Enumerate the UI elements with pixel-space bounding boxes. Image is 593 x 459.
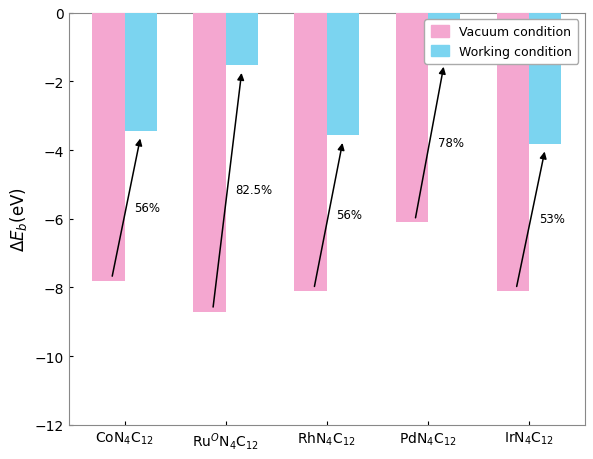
Bar [295, 14, 327, 291]
Bar [497, 14, 529, 291]
Text: 78%: 78% [438, 136, 464, 150]
Text: 82.5%: 82.5% [235, 184, 273, 197]
Legend: Vacuum condition, Working condition: Vacuum condition, Working condition [425, 20, 578, 65]
Bar [428, 14, 460, 60]
Bar [193, 14, 226, 312]
Bar [93, 14, 125, 281]
Bar [226, 14, 258, 66]
Bar [529, 14, 562, 144]
Y-axis label: $\Delta E_b$(eV): $\Delta E_b$(eV) [8, 187, 29, 252]
Text: 56%: 56% [337, 209, 362, 222]
Bar [327, 14, 359, 136]
Bar [396, 14, 428, 223]
Text: 56%: 56% [135, 202, 160, 214]
Text: 53%: 53% [539, 213, 565, 226]
Bar [125, 14, 157, 131]
